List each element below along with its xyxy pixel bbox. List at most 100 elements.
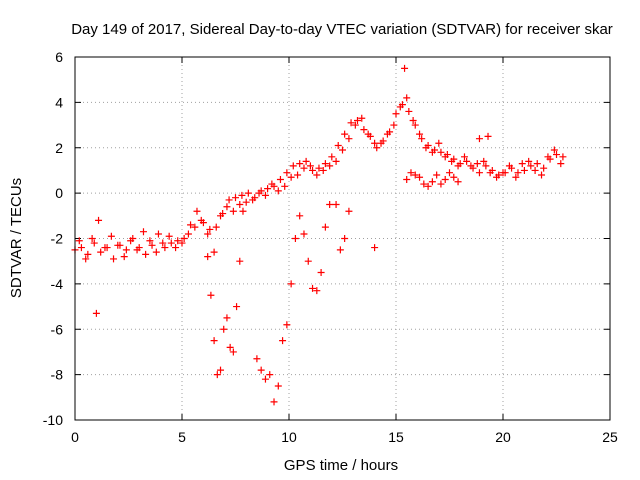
data-point	[239, 207, 247, 215]
data-point	[533, 160, 541, 168]
data-point	[358, 114, 366, 122]
data-point	[475, 169, 483, 177]
data-point	[405, 107, 413, 115]
data-point	[484, 132, 492, 140]
data-point	[197, 216, 205, 224]
y-tick-label: 4	[55, 94, 63, 110]
data-point	[287, 280, 295, 288]
data-point	[418, 135, 426, 143]
data-point	[371, 139, 379, 147]
data-point	[473, 160, 481, 168]
data-point	[152, 248, 160, 256]
x-tick-labels: 0 5 10 15 20 25	[71, 429, 618, 445]
data-point	[270, 398, 278, 406]
data-point	[75, 237, 83, 245]
y-tick-label: 0	[55, 185, 63, 201]
data-point	[283, 321, 291, 329]
data-point	[127, 237, 135, 245]
data-point	[411, 171, 419, 179]
data-point	[249, 196, 257, 204]
data-point	[531, 166, 539, 174]
data-point	[146, 237, 154, 245]
data-point	[294, 171, 302, 179]
data-point	[373, 144, 381, 152]
data-point	[364, 130, 372, 138]
data-point	[296, 160, 304, 168]
data-point	[212, 223, 220, 231]
data-point	[437, 148, 445, 156]
data-point	[383, 130, 391, 138]
data-point	[88, 235, 96, 242]
data-point	[261, 191, 269, 199]
data-point	[279, 337, 287, 345]
data-point	[553, 151, 560, 159]
data-point	[390, 121, 398, 129]
data-point	[122, 246, 130, 254]
y-axis-label: SDTVAR / TECUs	[8, 178, 25, 298]
data-point	[540, 164, 548, 172]
data-point	[289, 162, 297, 170]
data-point	[97, 248, 105, 256]
series-dip-6-8h	[204, 207, 247, 379]
data-point	[433, 171, 441, 179]
x-tick-label: 10	[281, 429, 297, 445]
data-point	[232, 194, 239, 202]
series-second-band	[75, 94, 565, 263]
data-point	[229, 348, 237, 356]
data-point	[191, 223, 199, 231]
data-point	[512, 173, 520, 181]
data-point	[306, 162, 314, 170]
data-point	[226, 343, 234, 351]
data-point	[341, 235, 349, 242]
x-tick-label: 0	[71, 429, 79, 445]
y-tick-label: -2	[51, 231, 64, 247]
data-point	[332, 157, 340, 165]
data-point	[133, 246, 141, 254]
y-tick-label: 6	[55, 49, 63, 65]
data-point	[244, 189, 252, 197]
data-point	[544, 153, 552, 161]
data-point	[319, 166, 327, 174]
data-point	[92, 309, 100, 317]
data-point	[204, 253, 212, 261]
data-marks	[71, 64, 567, 406]
gridlines	[75, 57, 610, 420]
data-point	[341, 130, 349, 138]
data-point	[274, 382, 282, 390]
data-point	[120, 253, 128, 261]
data-point	[302, 157, 310, 165]
data-point	[207, 291, 215, 299]
data-point	[467, 162, 475, 170]
data-point	[550, 146, 558, 154]
data-point	[264, 185, 272, 193]
data-point	[353, 117, 361, 125]
data-point	[255, 189, 263, 197]
data-point	[460, 153, 468, 161]
data-point	[454, 178, 462, 186]
data-point	[238, 191, 246, 199]
y-tick-label: -8	[51, 367, 64, 383]
data-point	[446, 169, 453, 177]
series-dip-10-12h	[296, 200, 334, 295]
data-point	[360, 126, 368, 134]
data-point	[499, 169, 507, 177]
data-point	[392, 110, 400, 118]
data-point	[321, 160, 329, 168]
data-point	[505, 162, 513, 170]
data-point	[172, 244, 180, 252]
data-point	[217, 366, 225, 374]
data-point	[559, 153, 567, 161]
plot-frame	[74, 56, 611, 421]
data-point	[441, 176, 449, 184]
data-point	[184, 230, 192, 238]
data-point	[229, 207, 237, 215]
data-point	[82, 255, 90, 263]
data-point	[77, 244, 85, 252]
series-outliers	[92, 64, 492, 317]
data-point	[345, 135, 353, 143]
x-tick-label: 5	[178, 429, 186, 445]
data-point	[309, 284, 317, 292]
chart-title: Day 149 of 2017, Sidereal Day-to-day VTE…	[71, 21, 613, 38]
data-point	[304, 257, 312, 265]
